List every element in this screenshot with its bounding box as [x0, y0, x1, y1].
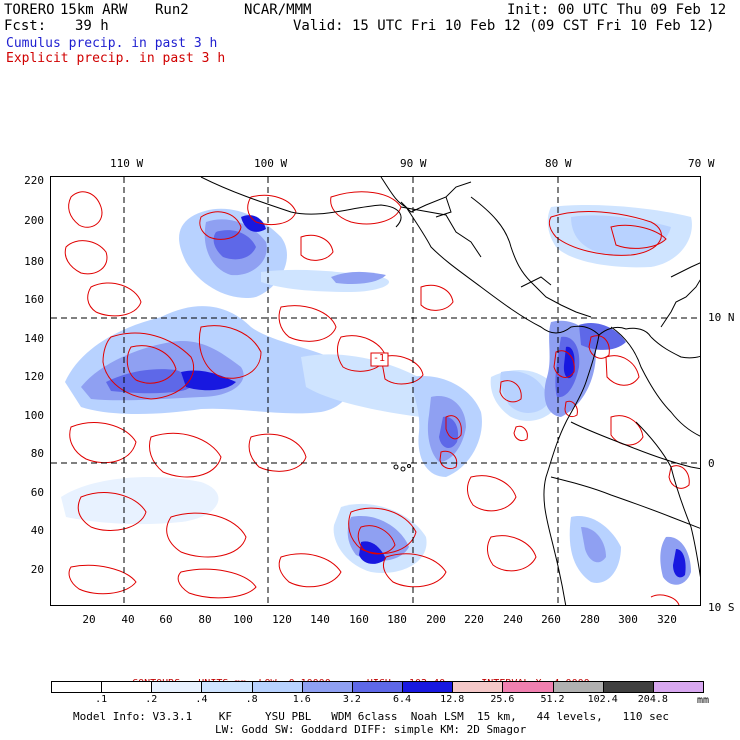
- x-tick: 180: [387, 613, 407, 626]
- x-tick: 20: [82, 613, 96, 626]
- model-info-line1: Model Info: V3.3.1 KF YSU PBL WDM 6class…: [73, 710, 670, 723]
- cumulus-field-title: Cumulus precip. in past 3 h: [6, 36, 218, 51]
- colorbar-swatch: [602, 681, 654, 693]
- x-tick: 200: [426, 613, 446, 626]
- cumulus-precip-shading: [61, 205, 692, 585]
- lon-label-80w: 80 W: [545, 157, 572, 170]
- model-resolution: 15km ARW: [60, 2, 128, 18]
- lon-label-70w: 70 W: [688, 157, 715, 170]
- lat-label-10s: 10 S: [708, 601, 735, 614]
- y-tick: 220: [24, 174, 44, 187]
- colorbar-label: 25.6: [490, 694, 515, 705]
- coastlines: [200, 177, 700, 605]
- explicit-field-title: Explicit precip. in past 3 h: [6, 51, 226, 66]
- lon-label-90w: 90 W: [400, 157, 427, 170]
- colorbar-label: .2: [145, 694, 158, 705]
- x-tick: 120: [272, 613, 292, 626]
- colorbar-label: 204.8: [637, 694, 668, 705]
- colorbar-label: 3.2: [342, 694, 361, 705]
- model-name: TORERO: [4, 2, 55, 18]
- x-tick: 160: [349, 613, 369, 626]
- y-tick: 160: [24, 293, 44, 306]
- map-canvas: [51, 177, 700, 605]
- fcst-hours: 39 h: [75, 18, 109, 34]
- colorbar-swatch: [101, 681, 153, 693]
- y-tick: 140: [24, 332, 44, 345]
- colorbar-label: .4: [195, 694, 208, 705]
- y-tick: 180: [24, 255, 44, 268]
- y-tick: 40: [30, 524, 44, 537]
- y-tick: 60: [30, 486, 44, 499]
- model-info-line2: LW: Godd SW: Goddard DIFF: simple KM: 2D…: [215, 723, 527, 736]
- org-label: NCAR/MMM: [244, 2, 312, 18]
- colorbar-swatch: [351, 681, 404, 693]
- valid-time: Valid: 15 UTC Fri 10 Feb 12 (09 CST Fri …: [293, 18, 715, 34]
- x-tick: 220: [464, 613, 484, 626]
- y-tick: 120: [24, 370, 44, 383]
- lon-label-110w: 110 W: [110, 157, 144, 170]
- x-tick: 300: [618, 613, 638, 626]
- galapagos-islands: [393, 464, 411, 472]
- colorbar-label: 6.4: [393, 694, 412, 705]
- x-tick: 40: [121, 613, 135, 626]
- y-tick: 20: [30, 563, 44, 576]
- x-tick: 240: [503, 613, 523, 626]
- colorbar-swatch: [652, 681, 704, 693]
- explicit-precip-contours: [64, 191, 690, 605]
- colorbar-label: 51.2: [540, 694, 565, 705]
- colorbar-swatch: [151, 681, 203, 693]
- x-tick: 100: [233, 613, 253, 626]
- colorbar-label: 12.8: [440, 694, 465, 705]
- x-tick: 320: [657, 613, 677, 626]
- colorbar-label: .1: [95, 694, 108, 705]
- lat-label-10n: 10 N: [708, 311, 735, 324]
- colorbar-swatch: [301, 681, 353, 693]
- lat-label-0: 0: [708, 457, 715, 470]
- colorbar-swatch: [251, 681, 303, 693]
- x-tick: 80: [198, 613, 212, 626]
- y-tick: 80: [30, 447, 44, 460]
- colorbar-swatch: [402, 681, 454, 693]
- lon-label-100w: 100 W: [254, 157, 288, 170]
- y-tick: 200: [24, 214, 44, 227]
- y-tick: 100: [24, 409, 44, 422]
- x-tick: 260: [541, 613, 561, 626]
- colorbar-swatch: [502, 681, 554, 693]
- colorbar-label: 102.4: [587, 694, 618, 705]
- local-min-label: -1: [373, 353, 386, 364]
- x-tick: 140: [310, 613, 330, 626]
- x-tick: 280: [580, 613, 600, 626]
- colorbar-swatch: [201, 681, 253, 693]
- colorbar-label: .8: [245, 694, 258, 705]
- colorbar-label: 1.6: [292, 694, 311, 705]
- run-label: Run2: [155, 2, 189, 18]
- colorbar-swatch: [452, 681, 504, 693]
- colorbar-swatch: [552, 681, 604, 693]
- lat-lon-grid: [51, 177, 700, 605]
- local-min-marker: [370, 352, 389, 367]
- colorbar-swatch: [51, 681, 103, 693]
- colorbar-unit: mm: [697, 695, 710, 706]
- x-tick: 60: [159, 613, 173, 626]
- precip-map: -1: [50, 176, 701, 606]
- init-time: Init: 00 UTC Thu 09 Feb 12: [507, 2, 727, 18]
- fcst-label: Fcst:: [4, 18, 47, 34]
